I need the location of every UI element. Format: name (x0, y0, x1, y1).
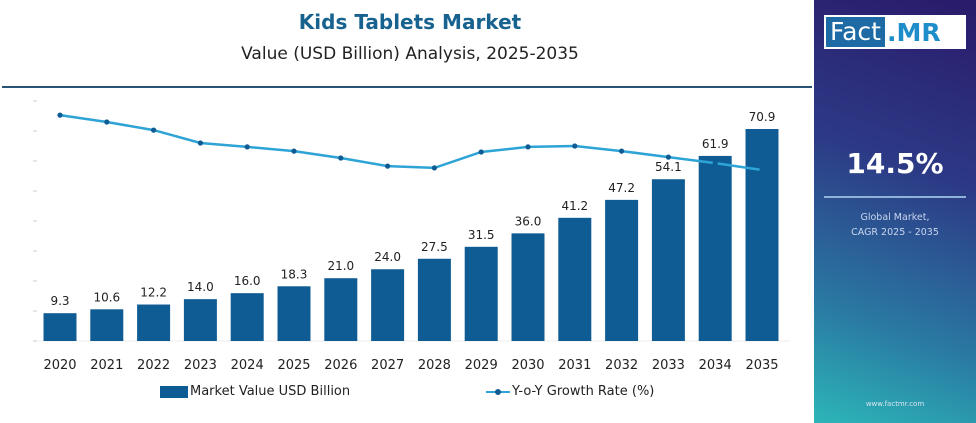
cagr-label-line1: Global Market, (860, 212, 930, 223)
x-tick-label: 2026 (324, 358, 357, 373)
growth-rate-point (57, 112, 63, 118)
chart-svg: 9.3 2020 10.6 2021 12.2 2022 14.0 2023 16.0 2024 1… (33, 100, 790, 373)
cagr-panel: Fact .MR 14.5% Global Market, CAGR 2025 … (814, 0, 976, 423)
x-tick-label: 2021 (90, 358, 123, 373)
growth-rate-point (478, 149, 484, 155)
growth-rate-point (197, 140, 203, 146)
logo-fact: Fact (826, 17, 885, 47)
growth-rate-point (104, 119, 110, 125)
website-url: www.factmr.com (865, 400, 925, 408)
x-tick-label: 2029 (465, 358, 498, 373)
chart-title: Kids Tablets Market (298, 10, 522, 34)
bar-2033 (651, 179, 685, 341)
growth-rate-point (151, 127, 157, 133)
bar-2023 (183, 299, 217, 341)
bar-2024 (230, 293, 264, 341)
bar-2028 (417, 258, 451, 341)
cagr-label-line2: CAGR 2025 - 2035 (851, 227, 939, 238)
bar-2025 (277, 286, 311, 341)
bar-value-label: 21.0 (327, 259, 354, 273)
bar-value-label: 24.0 (374, 250, 401, 264)
bar-2032 (605, 199, 639, 341)
growth-rate-point (665, 154, 672, 160)
bar-value-label: 36.0 (515, 214, 542, 228)
x-tick-label: 2022 (137, 358, 170, 373)
legend-line-swatch (486, 388, 510, 395)
bar-value-label: 41.2 (561, 199, 588, 213)
growth-rate-point (525, 144, 531, 150)
bar-2026 (324, 278, 358, 341)
bar-2029 (464, 246, 498, 341)
growth-rate-point (712, 160, 718, 166)
x-tick-label: 2035 (745, 358, 778, 373)
x-tick-label: 2032 (605, 358, 638, 373)
growth-rate-point (759, 167, 765, 173)
bar-2035 (745, 129, 779, 341)
x-tick-label: 2025 (277, 358, 310, 373)
bar-2030 (511, 233, 545, 341)
growth-rate-point (338, 155, 344, 161)
bar-2021 (90, 309, 124, 341)
header-divider (2, 86, 812, 88)
x-tick-label: 2033 (652, 358, 685, 373)
bar-value-label: 14.0 (187, 280, 214, 294)
factmr-logo: Fact .MR (824, 15, 966, 49)
legend-bar: Market Value USD Billion (160, 384, 350, 399)
legend-bar-label: Market Value USD Billion (190, 384, 351, 399)
growth-rate-point (244, 144, 250, 150)
x-tick-label: 2020 (43, 358, 76, 373)
bar-value-label: 12.2 (140, 286, 167, 300)
bar-value-label: 9.3 (50, 294, 69, 308)
growth-rate-point (385, 163, 391, 169)
x-tick-label: 2023 (184, 358, 217, 373)
x-tick-label: 2030 (511, 358, 544, 373)
logo-mr: .MR (886, 17, 941, 47)
bar-value-label: 47.2 (608, 181, 635, 195)
growth-rate-point (572, 143, 578, 149)
x-tick-label: 2031 (558, 358, 591, 373)
x-tick-label: 2024 (231, 358, 264, 373)
bar-value-label: 10.6 (93, 290, 120, 304)
growth-rate-line (59, 113, 763, 172)
cagr-label: Global Market, CAGR 2025 - 2035 (814, 210, 976, 240)
bar-value-label: 61.9 (702, 137, 729, 151)
x-tick-label: 2027 (371, 358, 404, 373)
bar-value-label: 31.5 (468, 228, 495, 242)
bar-value-label: 16.0 (234, 274, 261, 288)
x-tick-label: 2028 (418, 358, 451, 373)
growth-rate-point (619, 148, 625, 154)
bar-2022 (137, 304, 171, 341)
chart-subtitle: Value (USD Billion) Analysis, 2025-2035 (241, 44, 579, 64)
legend-line: Y-o-Y Growth Rate (%) (486, 384, 654, 399)
bar-value-label: 54.1 (655, 160, 682, 174)
cagr-value: 14.5% (846, 147, 944, 180)
bar-2031 (558, 217, 592, 341)
legend-line-label: Y-o-Y Growth Rate (%) (512, 384, 655, 399)
bar-value-label: 18.3 (281, 267, 308, 281)
bar-2020 (43, 313, 77, 341)
bar-2027 (371, 269, 405, 341)
legend-bar-swatch (160, 385, 188, 398)
x-tick-label: 2034 (699, 358, 732, 373)
bar-value-label: 70.9 (749, 110, 776, 124)
growth-rate-point (291, 148, 297, 154)
cagr-divider (824, 196, 966, 198)
growth-rate-point (431, 165, 437, 171)
bar-2034 (698, 155, 732, 341)
bar-value-label: 27.5 (421, 240, 448, 254)
